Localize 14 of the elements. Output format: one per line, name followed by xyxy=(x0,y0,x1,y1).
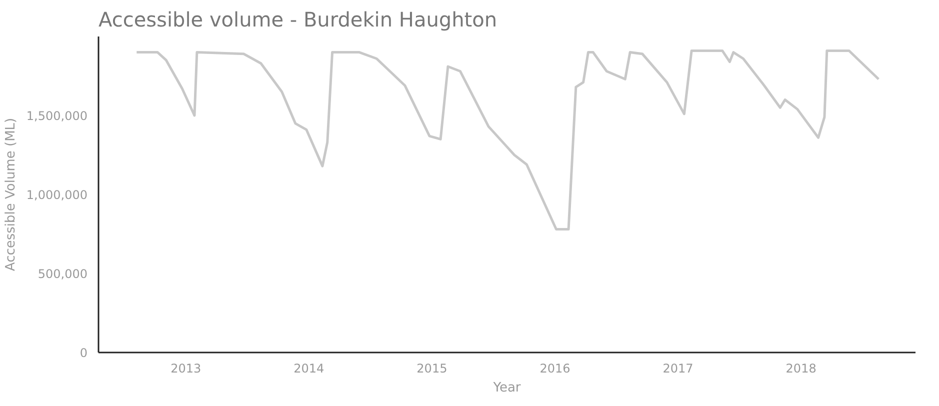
y-axis-title: Accessible Volume (ML) xyxy=(3,118,18,272)
x-tick-label: 2018 xyxy=(786,362,816,376)
line-series xyxy=(135,49,880,231)
y-tick-label: 1,000,000 xyxy=(26,188,88,202)
chart-title: Accessible volume - Burdekin Haughton xyxy=(98,8,497,32)
x-tick-label: 2016 xyxy=(540,362,570,376)
x-tick-label: 2014 xyxy=(294,362,324,376)
x-tick-label: 2017 xyxy=(662,362,694,376)
x-tick-label: 2015 xyxy=(416,362,448,376)
y-tick-label: 0 xyxy=(80,346,88,360)
y-tick-label: 1,500,000 xyxy=(26,109,88,123)
y-tick-label: 500,000 xyxy=(38,267,88,281)
x-axis-title: Year xyxy=(492,380,522,396)
x-tick-label: 2013 xyxy=(170,362,202,376)
